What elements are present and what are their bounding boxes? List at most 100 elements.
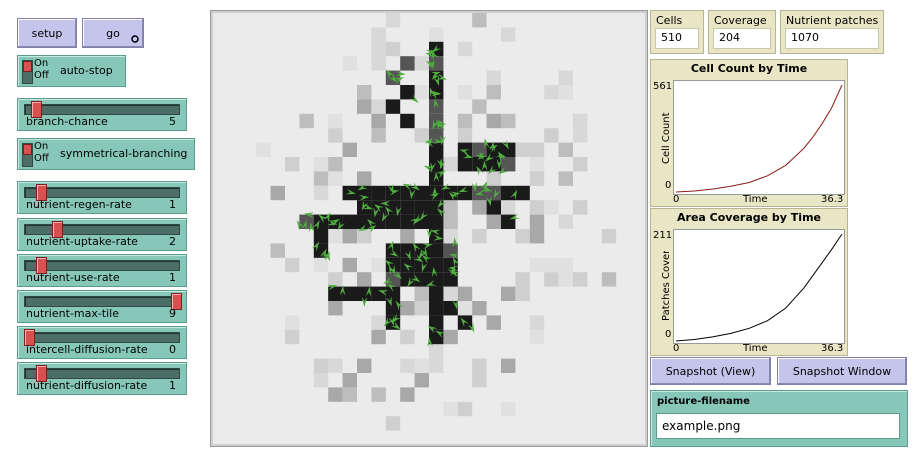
switch-toggle[interactable] [22, 60, 33, 84]
patch [313, 257, 329, 273]
patch [313, 358, 329, 373]
cell-agent [357, 224, 369, 231]
snapshot-window-button[interactable]: Snapshot Window [777, 357, 907, 385]
cell-agent [414, 214, 424, 224]
snapshot-view-button[interactable]: Snapshot (View) [650, 357, 771, 385]
patch [357, 85, 372, 100]
slider-thumb[interactable] [31, 101, 43, 118]
slider-thumb[interactable] [35, 184, 47, 201]
patch [501, 27, 516, 42]
slider-track[interactable] [24, 368, 180, 379]
slider-track[interactable] [24, 260, 180, 271]
patch [400, 229, 415, 244]
slider-track[interactable] [24, 187, 180, 198]
cell-agent [430, 229, 441, 236]
patch [558, 171, 573, 186]
cell-patch [429, 99, 444, 114]
area-coverage-plot: Area Coverage by Time 211 0 0 Time 36.3 … [650, 208, 848, 356]
cell-patch [486, 185, 501, 201]
cell-agent [318, 214, 328, 223]
patch [472, 200, 487, 215]
patch [414, 358, 429, 373]
cell-agent [357, 183, 368, 191]
patch [328, 128, 343, 143]
patch [544, 272, 559, 287]
cell-agent [384, 259, 395, 269]
slider-value: 1 [169, 271, 176, 284]
cell-agent [409, 189, 416, 200]
patch [443, 401, 458, 417]
patch [515, 272, 530, 287]
plot-xmax: 36.3 [821, 194, 844, 205]
plot-ymin: 0 [665, 329, 672, 340]
world-view[interactable] [213, 13, 645, 444]
cell-patch [429, 171, 444, 186]
symmetrical-branching-switch[interactable]: On Off symmetrical-branching [17, 138, 195, 170]
cell-agent [433, 234, 444, 241]
nutrient-regen-rate-slider[interactable]: nutrient-regen-rate 1 [17, 181, 187, 214]
cell-agent [433, 75, 440, 87]
cell-agent [420, 247, 428, 258]
setup-button[interactable]: setup [17, 18, 77, 48]
cell-patch [385, 286, 401, 301]
intercell-diffusion-rate-slider[interactable]: intercell-diffusion-rate 0 [17, 326, 187, 359]
slider-thumb[interactable] [24, 329, 35, 346]
cell-agent [485, 196, 492, 207]
go-button[interactable]: go [82, 18, 144, 48]
monitor-label: Nutrient patches [786, 14, 879, 27]
cell-agent [359, 194, 370, 201]
patch [328, 113, 343, 129]
patch [457, 301, 473, 316]
cell-agent [312, 220, 320, 231]
patch [501, 286, 516, 301]
cell-agent [388, 73, 398, 83]
plot-xmax: 36.3 [821, 343, 844, 354]
cell-agent [409, 94, 419, 103]
snapshot-window-label: Snapshot Window [792, 364, 892, 378]
slider-track[interactable] [24, 224, 180, 235]
patch [414, 286, 429, 301]
cell-agent [319, 248, 327, 259]
cell-agent [429, 193, 440, 201]
slider-track[interactable] [24, 104, 180, 115]
patch [256, 142, 271, 157]
patch [472, 229, 487, 244]
switch-toggle[interactable] [22, 143, 33, 167]
nutrient-max-tile-slider[interactable]: nutrient-max-tile 9 [17, 290, 187, 323]
cell-agent [476, 165, 484, 176]
patch [472, 99, 487, 114]
cell-agent [481, 160, 488, 171]
input-label: picture-filename [657, 396, 750, 407]
cell-agent [386, 296, 392, 307]
nutrient-use-rate-slider[interactable]: nutrient-use-rate 1 [17, 254, 187, 287]
cell-agent [301, 220, 307, 231]
plot-title: Cell Count by Time [690, 62, 808, 75]
slider-thumb[interactable] [51, 221, 63, 238]
slider-thumb[interactable] [35, 365, 47, 382]
cell-patch [429, 301, 444, 316]
cell-patch [501, 157, 516, 172]
cell-patch [313, 229, 329, 244]
cell-patch [414, 257, 429, 273]
cell-agent [327, 219, 338, 226]
picture-filename-input[interactable]: example.png [656, 413, 900, 439]
cell-agent [327, 284, 338, 291]
cell-agent [374, 204, 384, 213]
cell-agent [436, 73, 447, 80]
slider-track[interactable] [24, 296, 180, 307]
nutrient-uptake-rate-slider[interactable]: nutrient-uptake-rate 2 [17, 218, 187, 251]
slider-track[interactable] [24, 332, 180, 343]
patch [573, 200, 588, 215]
nutrient-diffusion-rate-slider[interactable]: nutrient-diffusion-rate 1 [17, 362, 187, 395]
plot-xlabel: Time [743, 343, 768, 354]
cell-agent [425, 280, 437, 286]
cell-agent [361, 297, 368, 307]
branch-chance-slider[interactable]: branch-chance 5 [17, 98, 187, 131]
switch-on-label: On [34, 141, 49, 152]
auto-stop-switch[interactable]: On Off auto-stop [17, 55, 126, 87]
cell-agent [383, 317, 393, 327]
cell-agent [427, 59, 435, 70]
slider-thumb[interactable] [35, 257, 47, 274]
slider-thumb[interactable] [171, 293, 182, 310]
cell-count-plot: Cell Count by Time 561 0 0 Time 36.3 Cel… [650, 59, 848, 207]
